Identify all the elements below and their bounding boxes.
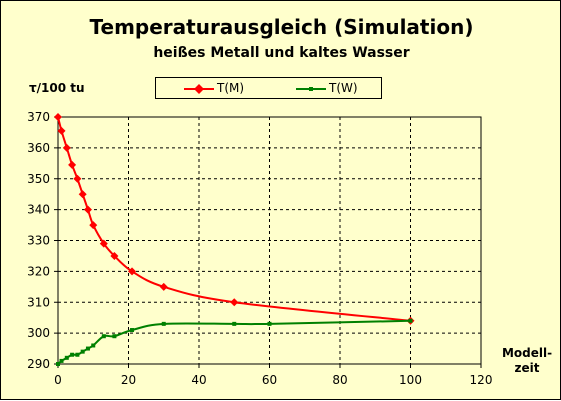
y-tick-label-1: 300 [27, 326, 50, 340]
series-0-point-1 [57, 126, 66, 135]
y-tick-label-8: 370 [27, 110, 50, 124]
series-1-point-2 [64, 355, 69, 360]
series-1-point-5 [80, 349, 85, 354]
x-tick-label-6: 120 [470, 373, 493, 387]
series-1-point-11 [161, 321, 166, 326]
series-1-point-0 [56, 362, 60, 366]
series-1-point-13 [267, 321, 272, 326]
x-axis-label: Modell- zeit [497, 346, 557, 376]
series-0-point-9 [110, 251, 119, 260]
y-tick-label-3: 320 [27, 264, 50, 278]
series-1-point-14 [408, 318, 413, 323]
series-1-point-7 [91, 343, 96, 348]
y-tick-label-0: 290 [27, 357, 50, 371]
y-tick-label-4: 330 [27, 234, 50, 248]
x-tick-label-3: 60 [262, 373, 277, 387]
legend-marker-tw [296, 87, 326, 91]
series-1-point-1 [59, 358, 64, 363]
series-1-point-12 [232, 321, 237, 326]
series-0-point-4 [73, 174, 82, 183]
y-tick-label-2: 310 [27, 295, 50, 309]
series-0-point-11 [159, 282, 168, 291]
x-axis-label-line1: Modell- [501, 346, 553, 360]
series-0-point-12 [230, 298, 239, 307]
y-tick-label-5: 340 [27, 203, 50, 217]
x-tick-label-4: 80 [332, 373, 347, 387]
series-0-point-10 [128, 267, 137, 276]
chart-subtitle: heißes Metall und kaltes Wasser [153, 45, 410, 61]
series-0-point-8 [99, 239, 108, 248]
series-1-point-6 [85, 346, 90, 351]
x-tick-labels: 0 20 40 60 80 100 120 [54, 364, 492, 387]
series-1-point-9 [112, 334, 117, 339]
series-0-point-2 [62, 143, 71, 152]
x-tick-label-1: 20 [121, 373, 136, 387]
series-1-point-8 [101, 334, 106, 339]
legend: T(M) T(W) [155, 77, 382, 99]
y-tick-labels: 290 300 310 320 330 340 350 360 370 [27, 110, 58, 371]
y-axis-label: τ/100 tu [29, 81, 85, 95]
series-1-point-4 [75, 352, 80, 357]
legend-label-tm: T(M) [217, 81, 245, 95]
y-tick-label-6: 350 [27, 172, 50, 186]
x-tick-label-0: 0 [54, 373, 62, 387]
series-0-point-5 [78, 190, 87, 199]
series-0-point-6 [83, 205, 92, 214]
legend-label-tw: T(W) [329, 81, 358, 95]
y-tick-label-7: 360 [27, 141, 50, 155]
series-0-point-7 [89, 221, 98, 230]
x-axis-label-line2: zeit [514, 361, 540, 375]
series-1 [56, 318, 413, 366]
legend-marker-tm [184, 84, 214, 94]
series-1-point-3 [70, 352, 75, 357]
series-group [54, 113, 415, 366]
series-0-point-0 [54, 113, 62, 121]
series-1-point-10 [130, 328, 135, 333]
x-tick-label-2: 40 [191, 373, 206, 387]
series-0-point-3 [68, 160, 77, 169]
x-tick-label-5: 100 [399, 373, 422, 387]
chart-title: Temperaturausgleich (Simulation) [89, 15, 474, 39]
